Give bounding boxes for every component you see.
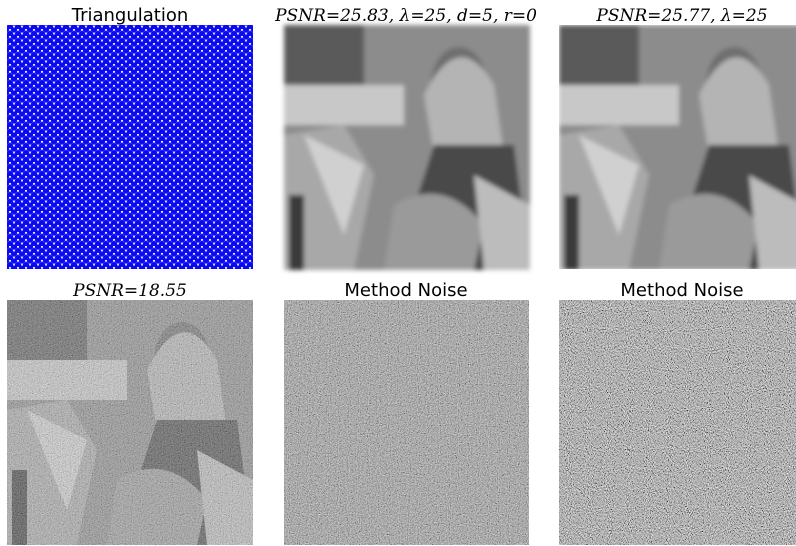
figure: Triangulation PSNR=25.83, λ=25, d=5, r=0…	[0, 0, 796, 546]
panel: Triangulation	[7, 5, 253, 269]
triangulation-image	[7, 25, 253, 269]
denoised-image	[284, 25, 530, 270]
page: {"panels": [ {"title": "Triangulation"},…	[0, 0, 796, 546]
method-noise-image	[559, 300, 796, 545]
noisy-image	[7, 300, 253, 545]
panel: Method Noise	[284, 280, 529, 545]
panel: PSNR=25.83, λ=25, d=5, r=0	[274, 6, 537, 270]
method-noise-image	[284, 300, 529, 545]
panel: PSNR=25.77, λ=25	[559, 6, 796, 270]
panel-title: PSNR=25.83, λ=25, d=5, r=0	[274, 6, 537, 26]
panel-title: PSNR=25.77, λ=25	[595, 6, 767, 26]
panel-title: Method Noise	[620, 280, 743, 301]
panel-title: Triangulation	[71, 5, 189, 26]
panel-title: PSNR=18.55	[72, 281, 187, 301]
panel: Method Noise	[559, 280, 796, 545]
panel: PSNR=18.55	[7, 281, 253, 545]
panel-title: Method Noise	[344, 280, 467, 301]
denoised-image	[559, 25, 796, 270]
